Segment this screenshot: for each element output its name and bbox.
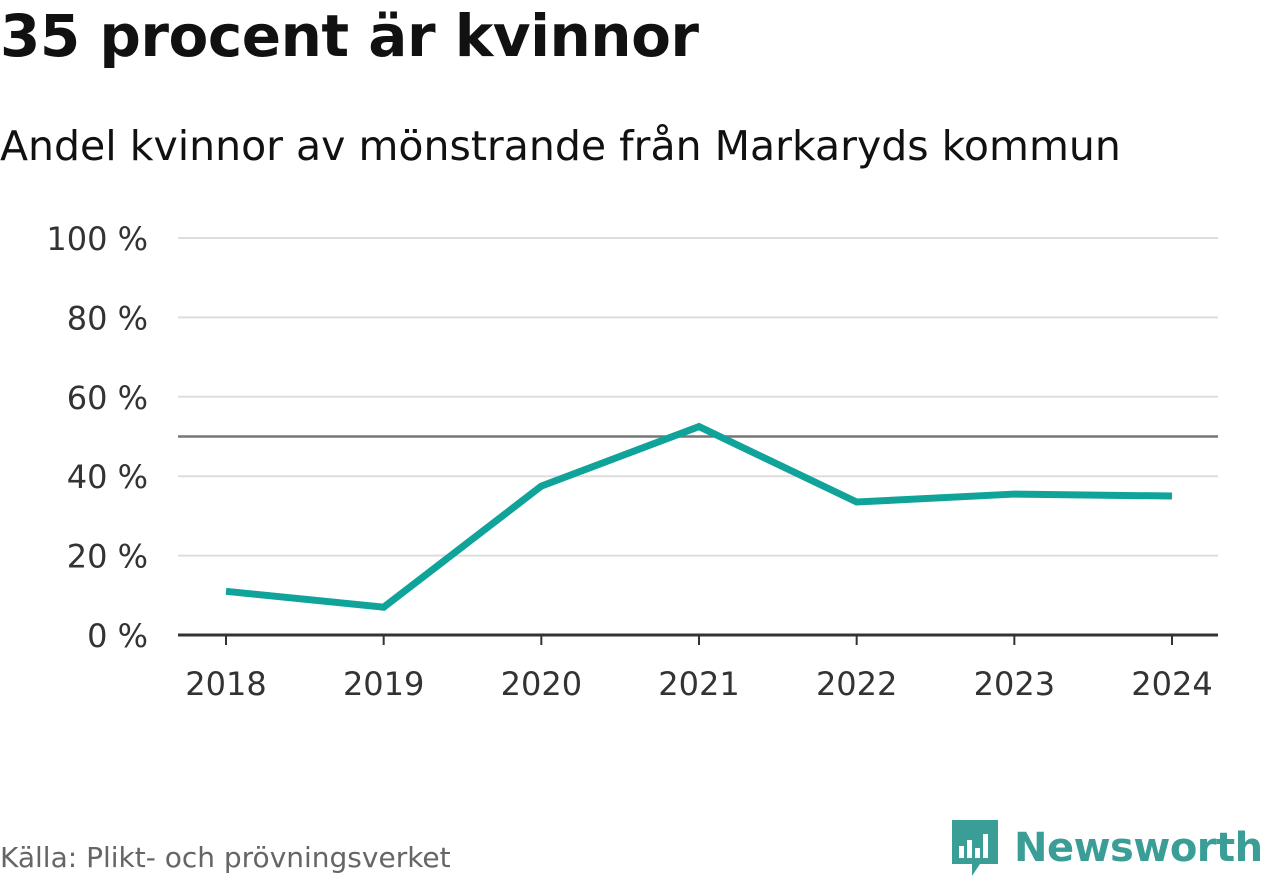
y-tick-label-100: 100 % — [46, 220, 148, 258]
x-tick-label-2024: 2024 — [1131, 665, 1212, 703]
brand-name: Newsworthy — [1014, 825, 1262, 871]
source-note: Källa: Plikt- och prövningsverket — [0, 841, 451, 874]
y-tick-label-40: 40 % — [67, 458, 148, 496]
brand-logo: Newsworthy — [950, 818, 1262, 878]
newsworthy-logo-icon — [952, 820, 998, 876]
chart-title: 35 procent är kvinnor — [0, 2, 699, 70]
y-tick-label-80: 80 % — [67, 299, 148, 337]
x-tick-label-2021: 2021 — [658, 665, 739, 703]
y-tick-label-20: 20 % — [67, 538, 148, 576]
x-tick-label-2022: 2022 — [816, 665, 897, 703]
y-tick-label-0: 0 % — [87, 617, 148, 655]
x-tick-label-2018: 2018 — [185, 665, 266, 703]
x-tick-label-2023: 2023 — [974, 665, 1055, 703]
y-tick-label-60: 60 % — [67, 379, 148, 417]
series-line-0 — [225, 422, 1173, 611]
x-tick-label-2019: 2019 — [343, 665, 424, 703]
x-tick-label-2020: 2020 — [501, 665, 582, 703]
chart-subtitle: Andel kvinnor av mönstrande från Markary… — [0, 122, 1121, 170]
